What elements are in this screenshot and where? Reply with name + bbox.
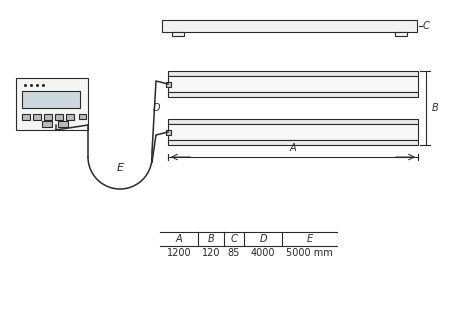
Text: A: A [176, 234, 182, 244]
Text: D: D [153, 103, 160, 113]
Text: D: D [259, 234, 267, 244]
Text: C: C [423, 21, 430, 31]
Text: 4000: 4000 [251, 248, 275, 258]
Text: C: C [230, 234, 238, 244]
Text: B: B [432, 103, 439, 113]
Bar [22, 91, 80, 108]
Text: 5000 mm: 5000 mm [286, 248, 333, 258]
Bar [58, 121, 68, 127]
Bar [16, 78, 88, 130]
Bar [42, 121, 52, 127]
Bar [168, 92, 418, 97]
Bar [166, 129, 171, 135]
Text: A: A [290, 143, 296, 153]
Text: E: E [117, 163, 123, 173]
Bar [44, 114, 52, 120]
Bar [162, 20, 417, 32]
Bar [79, 114, 86, 119]
Text: B: B [207, 234, 214, 244]
Text: 120: 120 [202, 248, 220, 258]
Text: 85: 85 [228, 248, 240, 258]
Bar [168, 119, 418, 124]
Bar [66, 114, 74, 120]
Text: 1200: 1200 [166, 248, 191, 258]
Bar [168, 124, 418, 140]
Bar [22, 114, 30, 120]
Bar [33, 114, 41, 120]
Bar [172, 32, 184, 36]
Text: E: E [306, 234, 313, 244]
Bar [168, 140, 418, 145]
Bar [168, 71, 418, 76]
Bar [168, 76, 418, 92]
Bar [395, 32, 407, 36]
Bar [55, 114, 63, 120]
Bar [166, 82, 171, 87]
